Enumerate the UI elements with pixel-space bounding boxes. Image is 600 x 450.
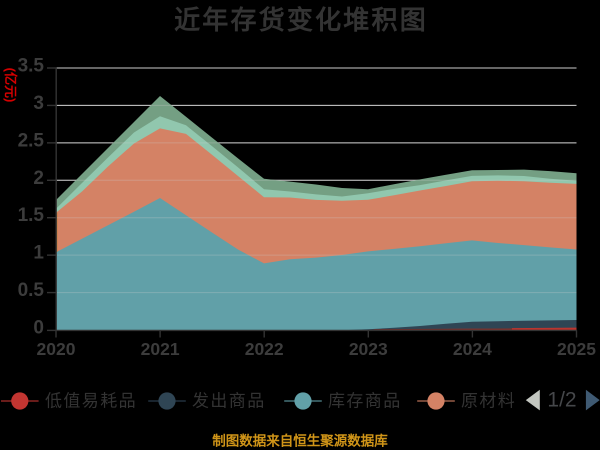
svg-text:2.5: 2.5 bbox=[18, 130, 45, 151]
svg-text:2024: 2024 bbox=[453, 339, 492, 359]
svg-text:0: 0 bbox=[33, 318, 44, 339]
svg-text:0.5: 0.5 bbox=[18, 280, 45, 301]
svg-text:2021: 2021 bbox=[141, 339, 180, 359]
svg-text:1.5: 1.5 bbox=[18, 205, 45, 226]
svg-text:库存商品: 库存商品 bbox=[328, 391, 402, 410]
svg-text:低值易耗品: 低值易耗品 bbox=[45, 391, 137, 410]
svg-text:2023: 2023 bbox=[349, 339, 388, 359]
svg-text:制图数据来自恒生聚源数据库: 制图数据来自恒生聚源数据库 bbox=[212, 433, 388, 449]
svg-text:2025: 2025 bbox=[557, 339, 596, 359]
svg-text:发出商品: 发出商品 bbox=[192, 391, 266, 410]
svg-text:3.5: 3.5 bbox=[18, 56, 45, 77]
svg-text:2: 2 bbox=[33, 168, 44, 189]
svg-text:2022: 2022 bbox=[245, 339, 284, 359]
svg-text:(亿元): (亿元) bbox=[3, 68, 18, 103]
svg-text:近年存货变化堆积图: 近年存货变化堆积图 bbox=[174, 5, 428, 35]
svg-text:3: 3 bbox=[33, 93, 44, 114]
svg-text:原材料: 原材料 bbox=[461, 391, 516, 410]
svg-text:1: 1 bbox=[33, 243, 44, 264]
svg-text:1/2: 1/2 bbox=[547, 389, 576, 412]
svg-text:2020: 2020 bbox=[37, 339, 76, 359]
